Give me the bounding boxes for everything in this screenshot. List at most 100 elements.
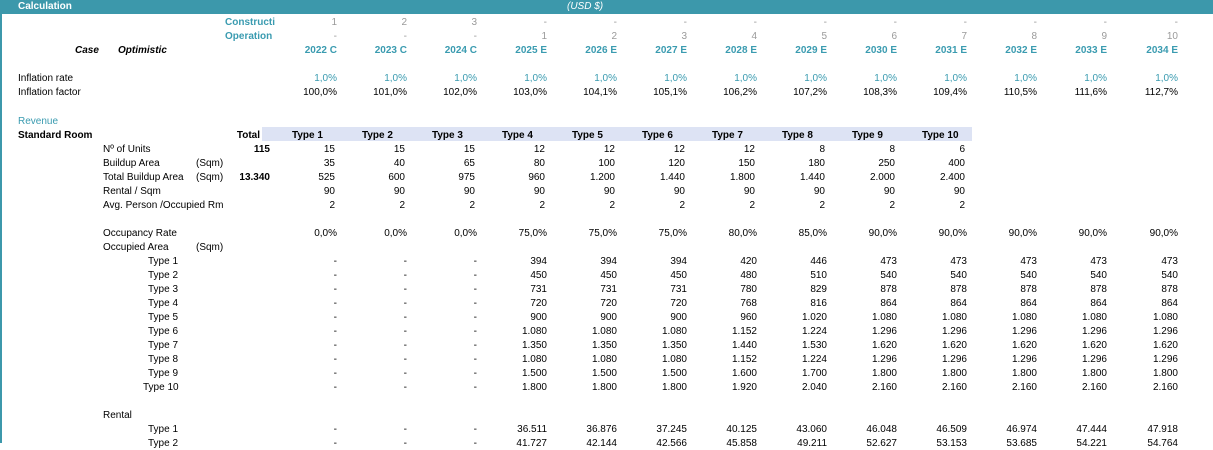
occupied-area-cell: - — [403, 298, 407, 309]
type-header-cell: Type 7 — [712, 130, 743, 141]
rental-sqm-label: Rental / Sqm — [103, 186, 161, 197]
rental-cell: 36.876 — [586, 424, 617, 435]
buildup-cell: 400 — [948, 158, 965, 169]
rental-row-label: Type 2 — [148, 438, 179, 449]
occupied-area-cell: 1.620 — [871, 340, 897, 351]
inflation-rate-cell: 1,0% — [734, 73, 757, 84]
rental-cell: 53.685 — [1006, 438, 1037, 449]
construction-period-cell: - — [613, 17, 617, 28]
type-header-cell: Type 8 — [782, 130, 813, 141]
occupied-area-cell: - — [403, 270, 407, 281]
total-buildup-cell: 975 — [458, 172, 475, 183]
occupied-area-cell: 1.080 — [591, 326, 617, 337]
operation-period-cell: - — [333, 31, 337, 42]
inflation-factor-cell: 102,0% — [443, 87, 477, 98]
inflation-factor-cell: 103,0% — [513, 87, 547, 98]
occupied-area-cell: 1.080 — [521, 326, 547, 337]
occupied-area-cell: 1.800 — [1081, 368, 1107, 379]
occupied-area-cell: 2.160 — [1011, 382, 1037, 393]
occupied-area-cell: 1.080 — [521, 354, 547, 365]
total-buildup-label: Total Buildup Area — [103, 172, 184, 183]
occupied-area-cell: 2.040 — [801, 382, 827, 393]
occupied-area-cell: 2.160 — [1152, 382, 1178, 393]
occupied-area-cell: 450 — [670, 270, 687, 281]
year-header-cell: 2025 E — [515, 45, 547, 56]
occupied-area-row-label: Type 10 — [143, 382, 179, 393]
occupancy-cell: 90,0% — [938, 228, 967, 239]
occupied-area-cell: 900 — [530, 312, 547, 323]
occupied-area-cell: 864 — [880, 298, 897, 309]
occupied-area-cell: 1.296 — [941, 326, 967, 337]
operation-period-cell: 2 — [611, 31, 617, 42]
rental-sqm-cell: 90 — [953, 186, 965, 197]
occupied-area-cell: - — [473, 256, 477, 267]
occupied-area-cell: 1.296 — [871, 354, 897, 365]
occupied-area-cell: 1.700 — [801, 368, 827, 379]
case-value: Optimistic — [118, 45, 167, 56]
occupied-area-cell: - — [333, 368, 337, 379]
year-header-cell: 2022 C — [304, 45, 337, 56]
occupied-area-cell: 1.620 — [1011, 340, 1037, 351]
rental-cell: - — [403, 424, 407, 435]
occupied-area-cell: 731 — [670, 284, 687, 295]
avg-person-cell: 2 — [889, 200, 895, 211]
rental-cell: - — [333, 438, 337, 449]
occupied-area-cell: - — [473, 354, 477, 365]
inflation-rate-cell: 1,0% — [664, 73, 687, 84]
occupied-area-cell: 446 — [810, 256, 827, 267]
construction-period-cell: - — [893, 17, 897, 28]
year-header-cell: 2027 E — [655, 45, 687, 56]
inflation-rate-cell: 1,0% — [804, 73, 827, 84]
occupied-area-cell: 878 — [880, 284, 897, 295]
occupancy-cell: 0,0% — [384, 228, 407, 239]
occupied-area-label: Occupied Area — [103, 242, 169, 253]
occupied-area-cell: 1.080 — [661, 354, 687, 365]
units-cell: 8 — [889, 144, 895, 155]
occupancy-label: Occupancy Rate — [103, 228, 177, 239]
occupied-area-cell: 1.296 — [1081, 326, 1107, 337]
occupied-area-cell: 1.350 — [591, 340, 617, 351]
occupied-area-cell: 864 — [1020, 298, 1037, 309]
total-header: Total — [236, 130, 260, 141]
occupied-area-cell: 473 — [950, 256, 967, 267]
occupied-area-cell: 394 — [670, 256, 687, 267]
rental-cell: 54.221 — [1076, 438, 1107, 449]
occupied-area-cell: 900 — [600, 312, 617, 323]
occupied-area-cell: - — [333, 298, 337, 309]
occupied-area-cell: - — [333, 326, 337, 337]
inflation-factor-cell: 106,2% — [723, 87, 757, 98]
total-buildup-cell: 1.440 — [799, 172, 825, 183]
rental-cell: 47.444 — [1076, 424, 1107, 435]
units-cell: 12 — [743, 144, 755, 155]
construction-period-cell: - — [1033, 17, 1037, 28]
inflation-factor-cell: 101,0% — [373, 87, 407, 98]
avg-person-cell: 2 — [679, 200, 685, 211]
rental-cell: 37.245 — [656, 424, 687, 435]
inflation-rate-cell: 1,0% — [1155, 73, 1178, 84]
occupied-area-cell: 1.080 — [871, 312, 897, 323]
occupied-area-cell: 473 — [880, 256, 897, 267]
units-total: 115 — [253, 144, 270, 155]
units-cell: 12 — [533, 144, 545, 155]
occupied-area-cell: 1.296 — [871, 326, 897, 337]
occupancy-cell: 0,0% — [454, 228, 477, 239]
occupancy-cell: 85,0% — [798, 228, 827, 239]
operation-period-cell: 3 — [681, 31, 687, 42]
occupied-area-cell: 731 — [600, 284, 617, 295]
avg-person-cell: 2 — [609, 200, 615, 211]
occupied-area-cell: 2.160 — [871, 382, 897, 393]
avg-person-cell: 2 — [469, 200, 475, 211]
type-header-cell: Type 3 — [432, 130, 463, 141]
buildup-unit: (Sqm) — [196, 158, 224, 169]
left-border — [0, 14, 2, 443]
inflation-factor-cell: 109,4% — [933, 87, 967, 98]
inflation-rate-cell: 1,0% — [944, 73, 967, 84]
occupied-area-row-label: Type 8 — [148, 354, 179, 365]
operation-label: Operation — [225, 31, 273, 42]
occupied-area-cell: - — [333, 284, 337, 295]
inflation-factor-cell: 108,3% — [863, 87, 897, 98]
occupied-area-cell: - — [473, 284, 477, 295]
occupied-area-cell: 540 — [1020, 270, 1037, 281]
occupied-area-cell: 864 — [1161, 298, 1178, 309]
rental-sqm-cell: 90 — [393, 186, 405, 197]
